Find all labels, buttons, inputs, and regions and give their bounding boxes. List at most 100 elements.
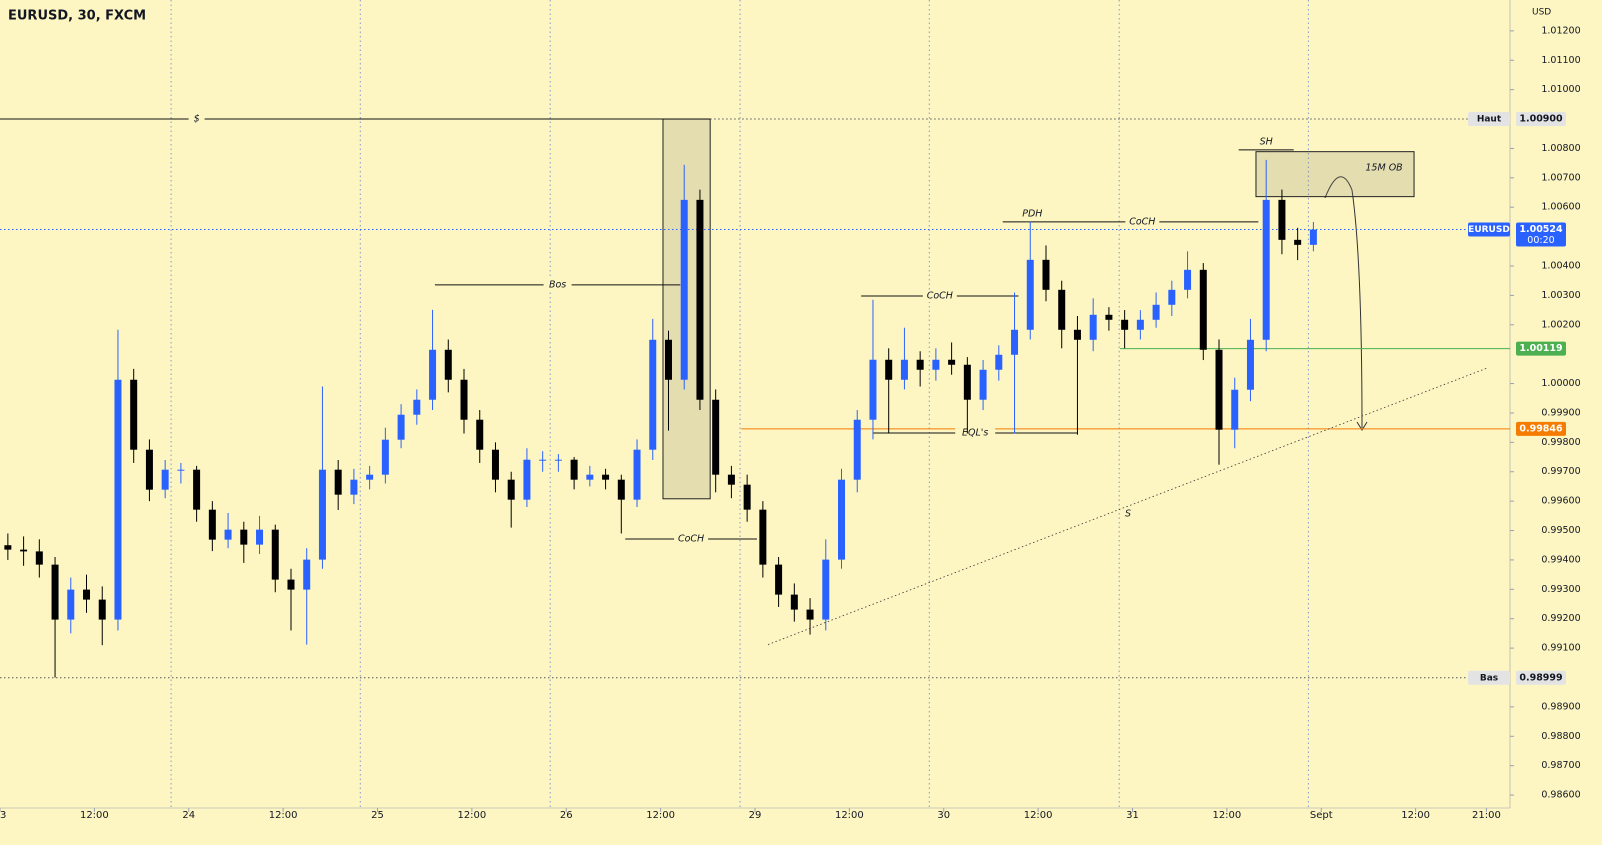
candle-body xyxy=(193,469,201,510)
candle-body xyxy=(963,364,971,400)
price-tag-name: EURUSD xyxy=(1468,225,1510,235)
candle-body xyxy=(586,474,594,480)
price-tag-name: Bas xyxy=(1480,673,1498,683)
candle-body xyxy=(743,484,751,510)
candle-body xyxy=(680,199,688,380)
price-tag-name: Haut xyxy=(1477,115,1502,125)
price-tag-value: 1.00524 xyxy=(1519,224,1563,235)
candle-body xyxy=(256,529,264,545)
candle-body xyxy=(633,449,641,500)
label-bg xyxy=(674,533,709,546)
trend-label: S xyxy=(1125,509,1131,520)
y-tick-label: 1.01000 xyxy=(1541,84,1580,95)
price-tag xyxy=(1516,421,1566,436)
candle-body xyxy=(649,339,657,450)
candle-body xyxy=(1184,269,1192,290)
y-tick-label: 0.98700 xyxy=(1541,760,1580,771)
trend-line xyxy=(767,367,1489,645)
price-tag-name-bg xyxy=(1468,670,1510,685)
candle-body xyxy=(932,359,940,370)
candle-body xyxy=(900,359,908,380)
candle-body xyxy=(869,359,877,420)
zone-box xyxy=(1255,151,1415,198)
candle-body xyxy=(271,529,279,580)
structure-label: PDH xyxy=(1022,208,1042,219)
candle-body xyxy=(885,359,893,380)
x-tick-label: 12:00 xyxy=(269,810,298,821)
candle-body xyxy=(523,459,531,500)
candle-body xyxy=(539,459,547,461)
structure-label: CoCH xyxy=(1129,216,1155,227)
structure-label: SH xyxy=(1260,136,1273,147)
candle-body xyxy=(4,545,12,550)
structure-label: Bos xyxy=(549,279,566,290)
price-tag-name-bg xyxy=(1468,222,1510,237)
y-tick-label: 0.99800 xyxy=(1541,437,1580,448)
y-tick-label: 0.99700 xyxy=(1541,466,1580,477)
candle-body xyxy=(67,589,75,620)
candle-body xyxy=(554,459,562,461)
chart-title: EURUSD, 30, FXCM xyxy=(8,9,146,24)
x-tick-label: 12:00 xyxy=(1401,810,1430,821)
projection-arrow xyxy=(1324,176,1363,429)
candle-body xyxy=(712,399,720,475)
x-tick-label: 12:00 xyxy=(457,810,486,821)
candle-body xyxy=(1058,289,1066,330)
price-tag xyxy=(1516,112,1566,127)
candle-body xyxy=(1278,199,1286,240)
y-tick-label: 0.99600 xyxy=(1541,496,1580,507)
y-tick-label: 0.99500 xyxy=(1541,525,1580,536)
x-tick-label: 30 xyxy=(937,810,950,821)
label-bg xyxy=(543,278,572,291)
candle-body xyxy=(366,474,374,480)
candle-body xyxy=(1121,319,1129,330)
candle-body xyxy=(1262,199,1270,340)
x-tick-label: Sept xyxy=(1310,810,1333,821)
candle-body xyxy=(491,449,499,480)
candle-body xyxy=(1294,239,1302,245)
candle-body xyxy=(177,469,185,471)
y-tick-label: 1.00200 xyxy=(1541,319,1580,330)
structure-label: EQL's xyxy=(962,427,988,438)
x-tick-label: 29 xyxy=(749,810,762,821)
y-tick-label: 1.00800 xyxy=(1541,143,1580,154)
price-tag xyxy=(1516,341,1566,356)
price-tag-value: 0.98999 xyxy=(1519,672,1562,683)
candle-body xyxy=(51,564,59,620)
price-tag xyxy=(1516,670,1566,685)
price-tag-value: 1.00119 xyxy=(1519,343,1562,354)
y-tick-label: 0.98900 xyxy=(1541,701,1580,712)
x-tick-label: 21:00 xyxy=(1472,810,1501,821)
x-tick-label: 31 xyxy=(1126,810,1139,821)
y-tick-label: 1.00300 xyxy=(1541,290,1580,301)
structure-label: CoCH xyxy=(927,290,953,301)
candle-body xyxy=(979,369,987,400)
y-tick-label: 0.99900 xyxy=(1541,407,1580,418)
candle-body xyxy=(429,349,437,400)
price-tag xyxy=(1516,222,1566,247)
candle-body xyxy=(35,551,43,565)
y-tick-label: 1.00000 xyxy=(1541,378,1580,389)
candle-body xyxy=(161,469,169,490)
arrow-head xyxy=(1356,421,1368,431)
candle-body xyxy=(790,594,798,610)
y-tick-label: 1.00600 xyxy=(1541,202,1580,213)
y-tick-label: 1.01200 xyxy=(1541,25,1580,36)
candle-body xyxy=(98,599,106,620)
price-tag-value: 1.00900 xyxy=(1519,114,1563,125)
candle-body xyxy=(617,479,625,500)
candle-body xyxy=(1199,269,1207,350)
candle-body xyxy=(287,579,295,590)
candle-body xyxy=(397,414,405,440)
candle-body xyxy=(240,529,248,545)
structure-label: $ xyxy=(194,114,200,125)
y-tick-label: 1.01100 xyxy=(1541,55,1580,66)
y-tick-label: 0.99100 xyxy=(1541,643,1580,654)
candle-body xyxy=(318,469,326,560)
x-tick-label: 25 xyxy=(371,810,384,821)
y-tick-label: 0.99300 xyxy=(1541,584,1580,595)
x-tick-label: 12:00 xyxy=(835,810,864,821)
label-bg xyxy=(922,289,957,302)
candle-body xyxy=(1168,289,1176,305)
candle-body xyxy=(334,469,342,495)
